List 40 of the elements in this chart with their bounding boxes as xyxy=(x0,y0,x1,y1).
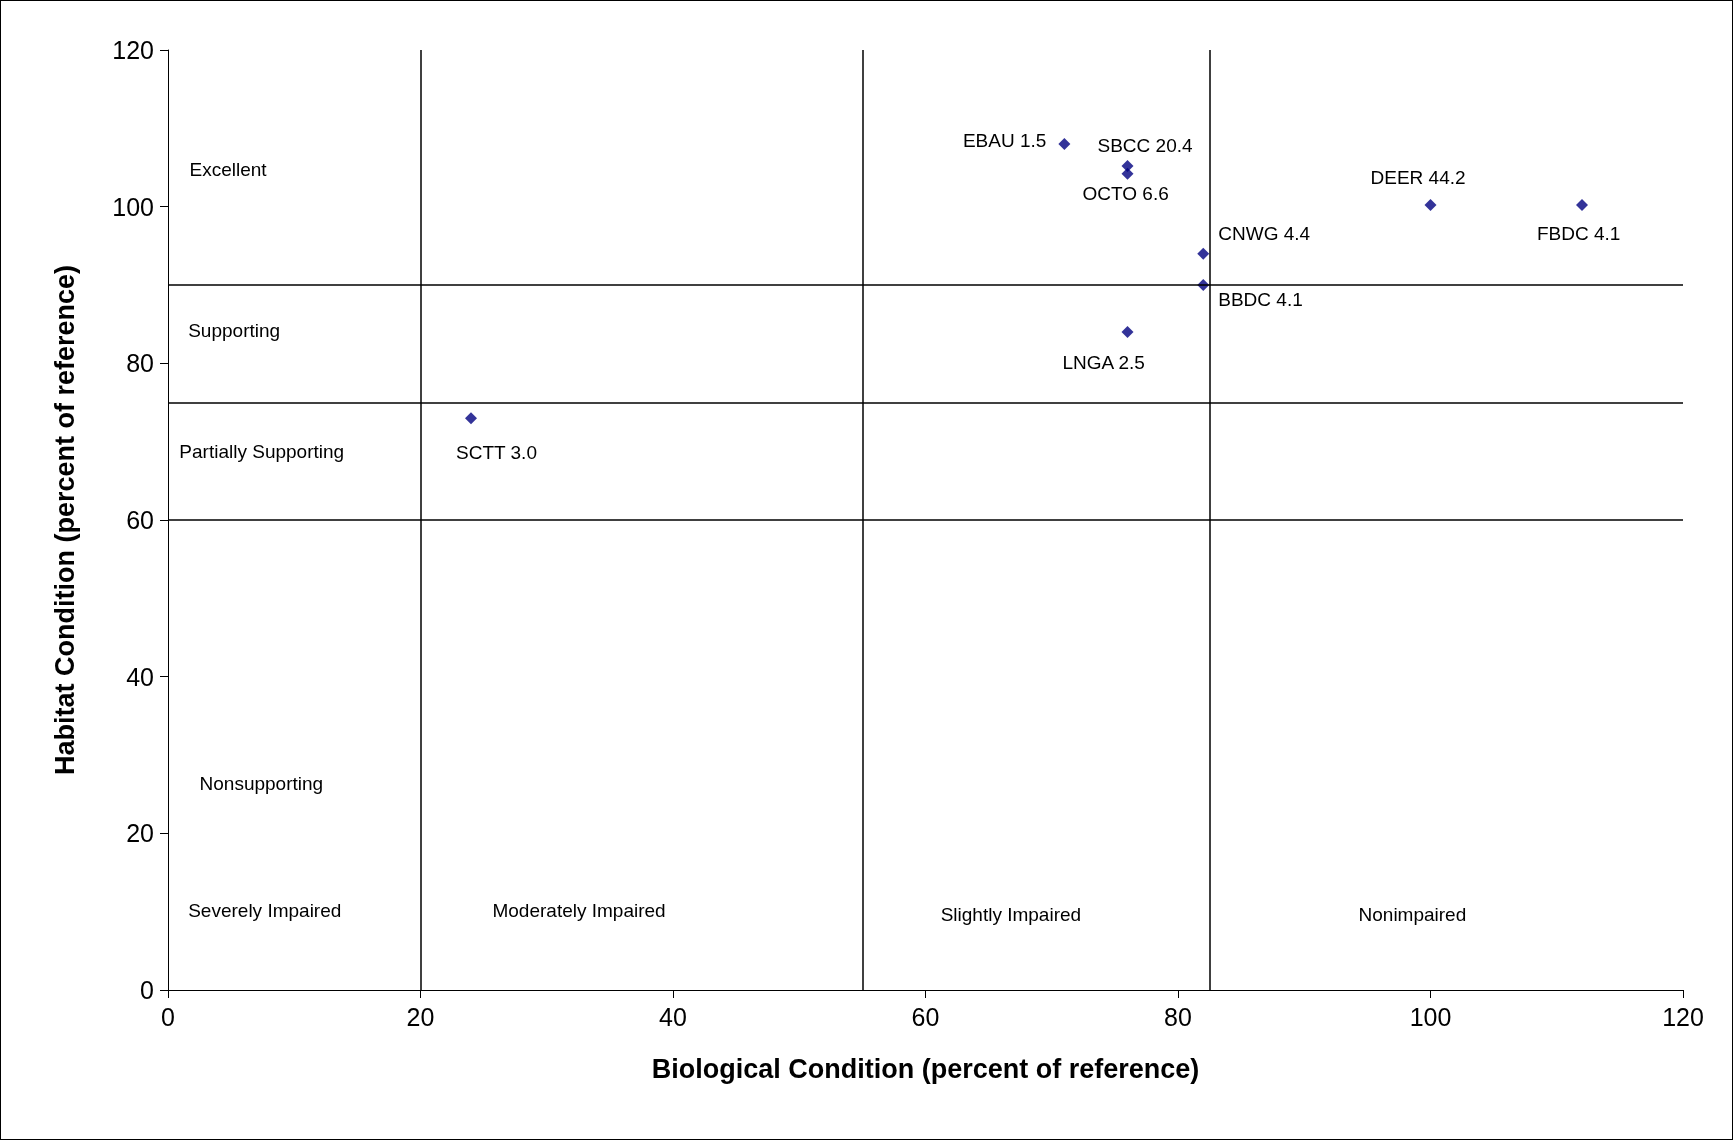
annotation: EBAU 1.5 xyxy=(962,129,1047,151)
annotation: FBDC 4.1 xyxy=(1537,222,1621,244)
point xyxy=(1058,138,1071,150)
point xyxy=(1121,326,1134,338)
y-axis-title: Habitat Condition (percent of reference) xyxy=(49,264,80,776)
annotation: Nonimpaired xyxy=(1358,904,1467,926)
x-tick-label: 40 xyxy=(659,1002,687,1031)
x-tick-label: 0 xyxy=(161,1002,175,1031)
annotation: Severely Impaired xyxy=(188,900,342,922)
annotation: BBDC 4.1 xyxy=(1218,288,1303,310)
annotation: CNWG 4.4 xyxy=(1218,223,1311,245)
annotation: Supporting xyxy=(188,319,281,341)
point xyxy=(1424,199,1437,212)
annotation: Partially Supporting xyxy=(179,440,345,462)
annotation: OCTO 6.6 xyxy=(1082,183,1169,205)
x-tick-label: 60 xyxy=(911,1002,940,1031)
y-tick-label: 60 xyxy=(126,506,154,534)
annotation: SBCC 20.4 xyxy=(1097,135,1193,157)
annotation: LNGA 2.5 xyxy=(1062,351,1145,373)
y-tick-label: 0 xyxy=(140,976,154,1004)
y-tick-label: 40 xyxy=(126,662,154,691)
point xyxy=(465,412,477,425)
y-tick-label: 80 xyxy=(126,349,154,378)
point xyxy=(1197,247,1210,260)
annotation: Moderately Impaired xyxy=(492,900,666,922)
x-tick-label: 120 xyxy=(1662,1002,1704,1031)
annotation: Nonsupporting xyxy=(199,772,324,794)
annotation: DEER 44.2 xyxy=(1370,166,1466,188)
x-tick-label: 80 xyxy=(1164,1002,1192,1031)
annotation: Excellent xyxy=(189,158,268,180)
x-axis-title: Biological Condition (percent of reference) xyxy=(651,1053,1200,1084)
annotation: Slightly Impaired xyxy=(940,904,1082,926)
point xyxy=(1576,199,1588,212)
point xyxy=(1121,167,1134,180)
x-tick-label: 100 xyxy=(1409,1002,1452,1031)
annotation: SCTT 3.0 xyxy=(456,441,537,463)
y-tick-label: 100 xyxy=(112,192,154,221)
y-tick-label: 120 xyxy=(112,36,154,64)
x-tick-label: 20 xyxy=(406,1002,435,1031)
y-tick-label: 20 xyxy=(126,819,154,848)
